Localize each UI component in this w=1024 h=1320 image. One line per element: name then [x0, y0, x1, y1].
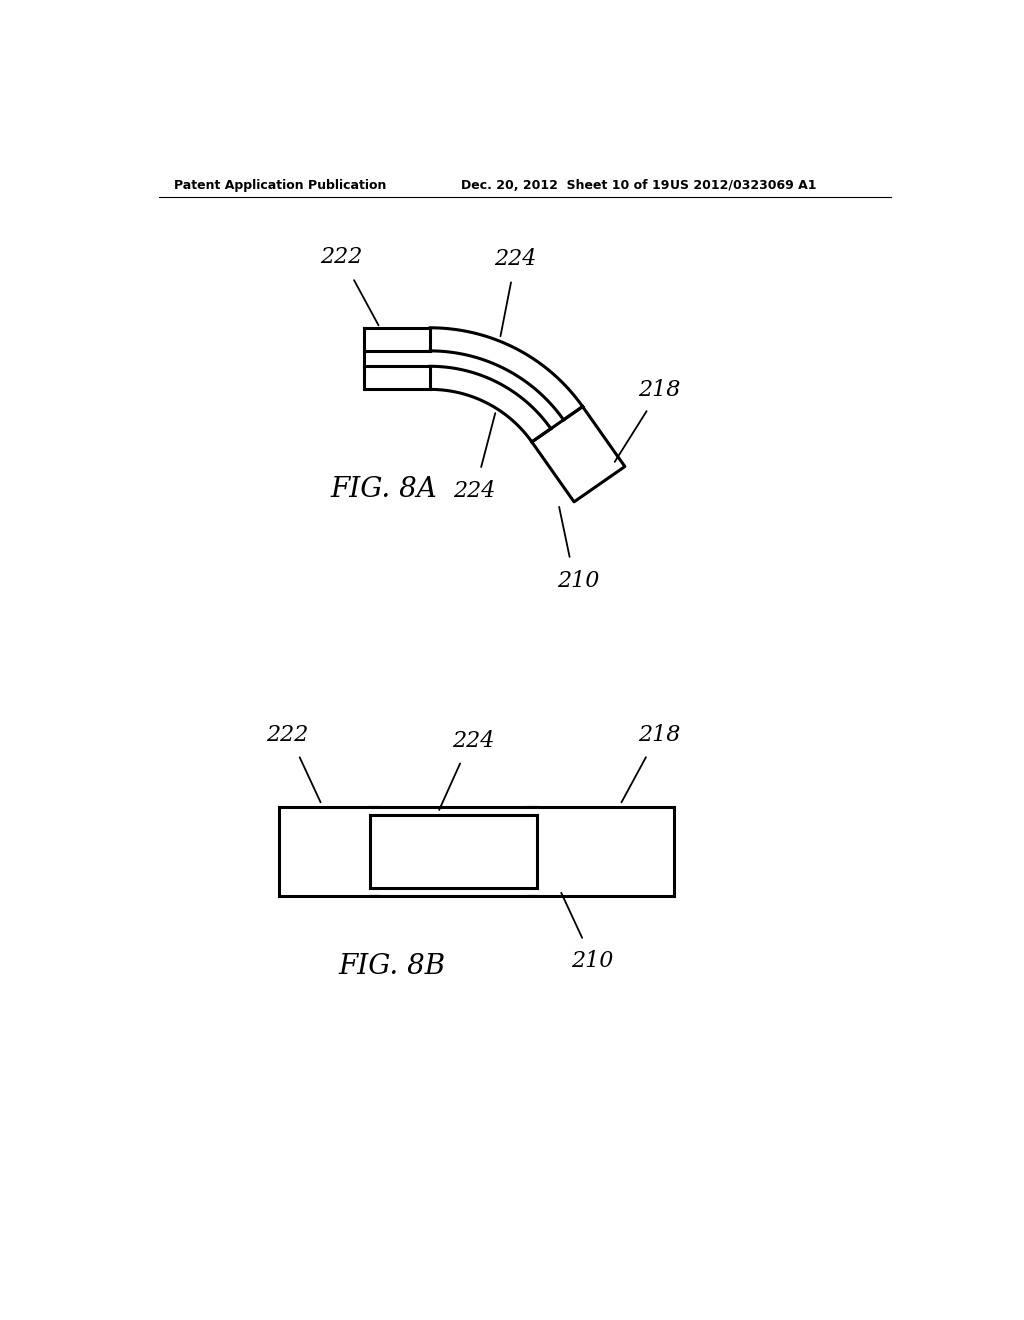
Text: Dec. 20, 2012  Sheet 10 of 19: Dec. 20, 2012 Sheet 10 of 19 [461, 178, 670, 191]
Text: 224: 224 [452, 730, 494, 751]
Text: 224: 224 [495, 248, 537, 269]
Text: US 2012/0323069 A1: US 2012/0323069 A1 [671, 178, 817, 191]
Text: FIG. 8A: FIG. 8A [331, 477, 437, 503]
Text: 218: 218 [638, 723, 680, 746]
Text: 222: 222 [319, 246, 362, 268]
Text: FIG. 8B: FIG. 8B [338, 953, 445, 981]
Text: 210: 210 [571, 949, 613, 972]
Text: 210: 210 [557, 570, 599, 591]
Text: 224: 224 [453, 479, 496, 502]
Text: 222: 222 [265, 723, 308, 746]
Text: 218: 218 [639, 379, 681, 401]
Text: Patent Application Publication: Patent Application Publication [174, 178, 387, 191]
